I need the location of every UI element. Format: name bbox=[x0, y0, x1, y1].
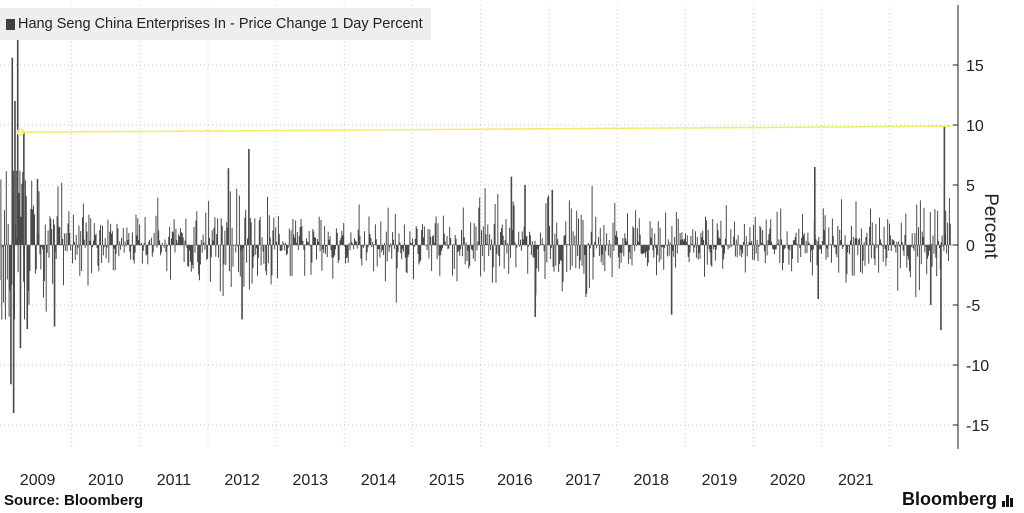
x-tick-label: 2010 bbox=[88, 472, 124, 489]
x-tick-label: 2016 bbox=[497, 472, 533, 489]
highlight-line bbox=[20, 125, 952, 133]
x-tick-label: 2019 bbox=[702, 472, 738, 489]
legend: Hang Seng China Enterprises In - Price C… bbox=[0, 8, 431, 40]
y-axis-label: Percent bbox=[980, 193, 1001, 259]
x-tick-label: 2013 bbox=[293, 472, 329, 489]
x-tick-label: 2011 bbox=[157, 472, 192, 489]
x-tick-label: 2017 bbox=[565, 472, 601, 489]
y-tick-label: 0 bbox=[966, 238, 975, 255]
bar-series bbox=[0, 170, 952, 320]
legend-label: Hang Seng China Enterprises In - Price C… bbox=[18, 16, 423, 32]
y-tick-label: -5 bbox=[966, 298, 980, 315]
highlight-marker bbox=[16, 128, 25, 136]
x-tick-label: 2009 bbox=[20, 472, 56, 489]
x-tick-label: 2020 bbox=[770, 472, 806, 489]
y-tick-label: -10 bbox=[966, 358, 989, 375]
x-tick-label: 2015 bbox=[429, 472, 465, 489]
legend-swatch bbox=[6, 18, 15, 30]
x-tick-label: 2012 bbox=[224, 472, 260, 489]
x-tick-label: 2014 bbox=[361, 472, 397, 489]
source-note: Source: Bloomberg bbox=[4, 492, 144, 509]
y-tick-label: -15 bbox=[966, 418, 989, 435]
brand-logo: Bloomberg bbox=[902, 489, 1016, 510]
y-tick-label: 5 bbox=[966, 178, 975, 195]
y-tick-label: 15 bbox=[966, 58, 984, 75]
x-axis: 2009 2010 2011 2012 2013 2014 2015 2016 2017 2018… bbox=[20, 472, 874, 489]
y-tick-label: 10 bbox=[966, 118, 984, 135]
y-axis: 15 10 5 0 -5 -10 -15 bbox=[953, 5, 989, 449]
brand-text: Bloomberg bbox=[901, 489, 997, 509]
overlay-layer bbox=[16, 125, 952, 136]
x-tick-label: 2021 bbox=[838, 472, 874, 489]
bloomberg-terminal-icon bbox=[1002, 493, 1016, 507]
x-tick-label: 2018 bbox=[633, 472, 669, 489]
bars-layer bbox=[0, 39, 958, 413]
